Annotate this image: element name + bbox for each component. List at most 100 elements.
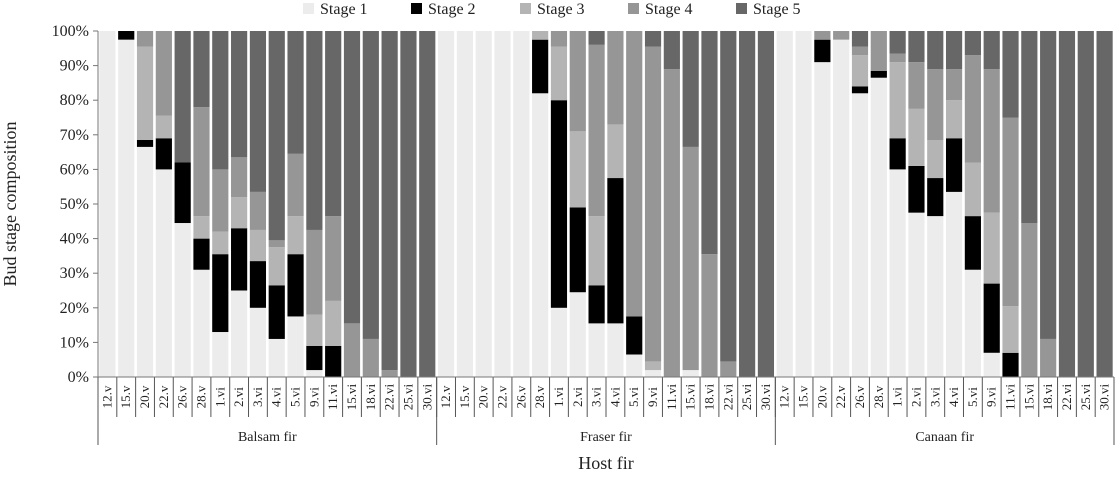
bar-segment-stage-4 (268, 240, 285, 248)
bar-segment-stage-5 (644, 31, 662, 47)
bar-segment-stage-3 (268, 247, 285, 286)
y-tick-label: 70% (60, 127, 89, 144)
bar-segment-stage-1 (136, 146, 154, 377)
bar-segment-stage-2 (607, 178, 624, 324)
bar-segment-stage-4 (814, 31, 831, 40)
x-tick-label: 4.vi (946, 387, 961, 407)
bar-segment-stage-4 (212, 169, 229, 232)
bar-segment-stage-1 (851, 93, 869, 377)
y-tick-label: 10% (60, 334, 89, 351)
bar-segment-stage-1 (776, 31, 793, 377)
x-tick-label: 22.vi (382, 383, 397, 410)
y-tick-label: 50% (60, 196, 89, 213)
x-tick-label: 28.v (193, 385, 208, 408)
bar-segment-stage-1 (99, 31, 116, 377)
bar-segment-stage-2 (550, 100, 568, 308)
bar-segment-stage-4 (720, 361, 737, 377)
bar-segment-stage-2 (889, 138, 906, 170)
legend-swatch (736, 3, 747, 14)
x-tick-label: 12.v (777, 385, 792, 408)
bar-segment-stage-5 (381, 31, 398, 371)
bar-segment-stage-1 (306, 370, 323, 377)
legend-label: Stage 2 (428, 1, 476, 18)
bar-segment-stage-1 (532, 93, 549, 377)
bar-segment-stage-1 (456, 31, 473, 377)
x-tick-label: 2.vi (231, 387, 246, 407)
bar-segment-stage-5 (927, 31, 944, 70)
bar-segment-stage-3 (851, 55, 869, 87)
x-tick-label: 15.vi (1021, 383, 1036, 410)
bar-segment-stage-1 (118, 39, 135, 378)
bar-segment-stage-4 (870, 31, 887, 71)
x-tick-label: 5.vi (965, 387, 980, 407)
y-tick-label: 0% (68, 369, 89, 386)
bar-segment-stage-1 (437, 31, 455, 377)
bar-segment-stage-4 (663, 69, 680, 377)
legend: Stage 1 Stage 2 Stage 3 Stage 4 Stage 5 (303, 1, 801, 18)
bar-segment-stage-4 (889, 53, 906, 63)
bar-segment-stage-2 (1002, 352, 1019, 377)
x-tick-label: 12.v (438, 385, 453, 408)
bar-segment-stage-3 (889, 62, 906, 139)
bar-segment-stage-1 (588, 323, 605, 377)
bar-segment-stage-3 (945, 100, 963, 139)
x-tick-label: 15.v (457, 385, 472, 408)
bar-segment-stage-4 (193, 107, 210, 217)
bar-segment-stage-1 (249, 307, 267, 377)
bar-segment-stage-3 (927, 139, 944, 179)
bar-segment-stage-2 (268, 285, 285, 339)
x-tick-label: 11.vi (1003, 384, 1018, 410)
x-tick-label: 18.vi (363, 383, 378, 410)
bar-segment-stage-4 (249, 191, 267, 230)
bar-segment-stage-5 (851, 31, 869, 47)
x-tick-label: 4.vi (269, 387, 284, 407)
x-tick-label: 12.v (99, 385, 114, 408)
bar-segment-stage-4 (927, 69, 944, 140)
bar-segment-stage-4 (136, 31, 154, 47)
x-tick-label: 30.vi (1097, 383, 1112, 410)
bar-segment-stage-3 (306, 314, 323, 346)
bar-segment-stage-1 (550, 307, 568, 377)
x-tick-label: 3.vi (589, 387, 604, 407)
bar-segment-stage-4 (569, 31, 586, 132)
legend-swatch (520, 3, 531, 14)
bar-segment-stage-3 (983, 212, 1000, 284)
bar-segment-stage-1 (569, 292, 586, 377)
y-axis-title: Bud stage composition (0, 122, 20, 287)
bar-segment-stage-4 (701, 254, 718, 377)
bar-segment-stage-2 (569, 207, 586, 293)
bar-segment-stage-1 (193, 269, 210, 377)
x-tick-label: 9.vi (645, 387, 660, 407)
x-tick-label: 26.v (175, 385, 190, 408)
x-tick-label: 2.vi (908, 387, 923, 407)
x-tick-label: 22.vi (720, 383, 735, 410)
x-tick-label: 3.vi (250, 387, 265, 407)
bar-segment-stage-3 (908, 108, 925, 166)
bar-segment-stage-2 (945, 138, 963, 192)
bar-segment-stage-5 (945, 31, 963, 70)
bar-segment-stage-2 (983, 283, 1000, 353)
legend-label: Stage 1 (320, 1, 368, 18)
x-tick-label: 28.v (532, 385, 547, 408)
bar-segment-stage-1 (644, 370, 662, 377)
x-tick-label: 18.vi (1040, 383, 1055, 410)
bar-segment-stage-3 (325, 300, 342, 346)
bar-segment-stage-3 (588, 216, 605, 286)
bar-segment-stage-4 (231, 157, 248, 198)
bar-segment-stage-4 (362, 338, 379, 377)
bar-segment-stage-2 (174, 162, 191, 224)
legend-label: Stage 3 (537, 1, 585, 18)
bar-segment-stage-5 (701, 31, 718, 255)
x-tick-label: 15.vi (683, 383, 698, 410)
bar-segment-stage-5 (325, 31, 342, 217)
bar-segment-stage-1 (231, 290, 248, 377)
x-tick-label: 28.v (871, 385, 886, 408)
bar-segment-stage-1 (513, 31, 530, 377)
bar-segment-stage-4 (1040, 338, 1057, 377)
bar-segment-stage-5 (306, 31, 323, 230)
bar-segment-stage-2 (249, 261, 267, 308)
y-tick-label: 100% (52, 23, 89, 40)
x-tick-label: 9.vi (984, 387, 999, 407)
bar-segment-stage-4 (945, 69, 963, 101)
y-tick-label: 40% (60, 231, 89, 248)
